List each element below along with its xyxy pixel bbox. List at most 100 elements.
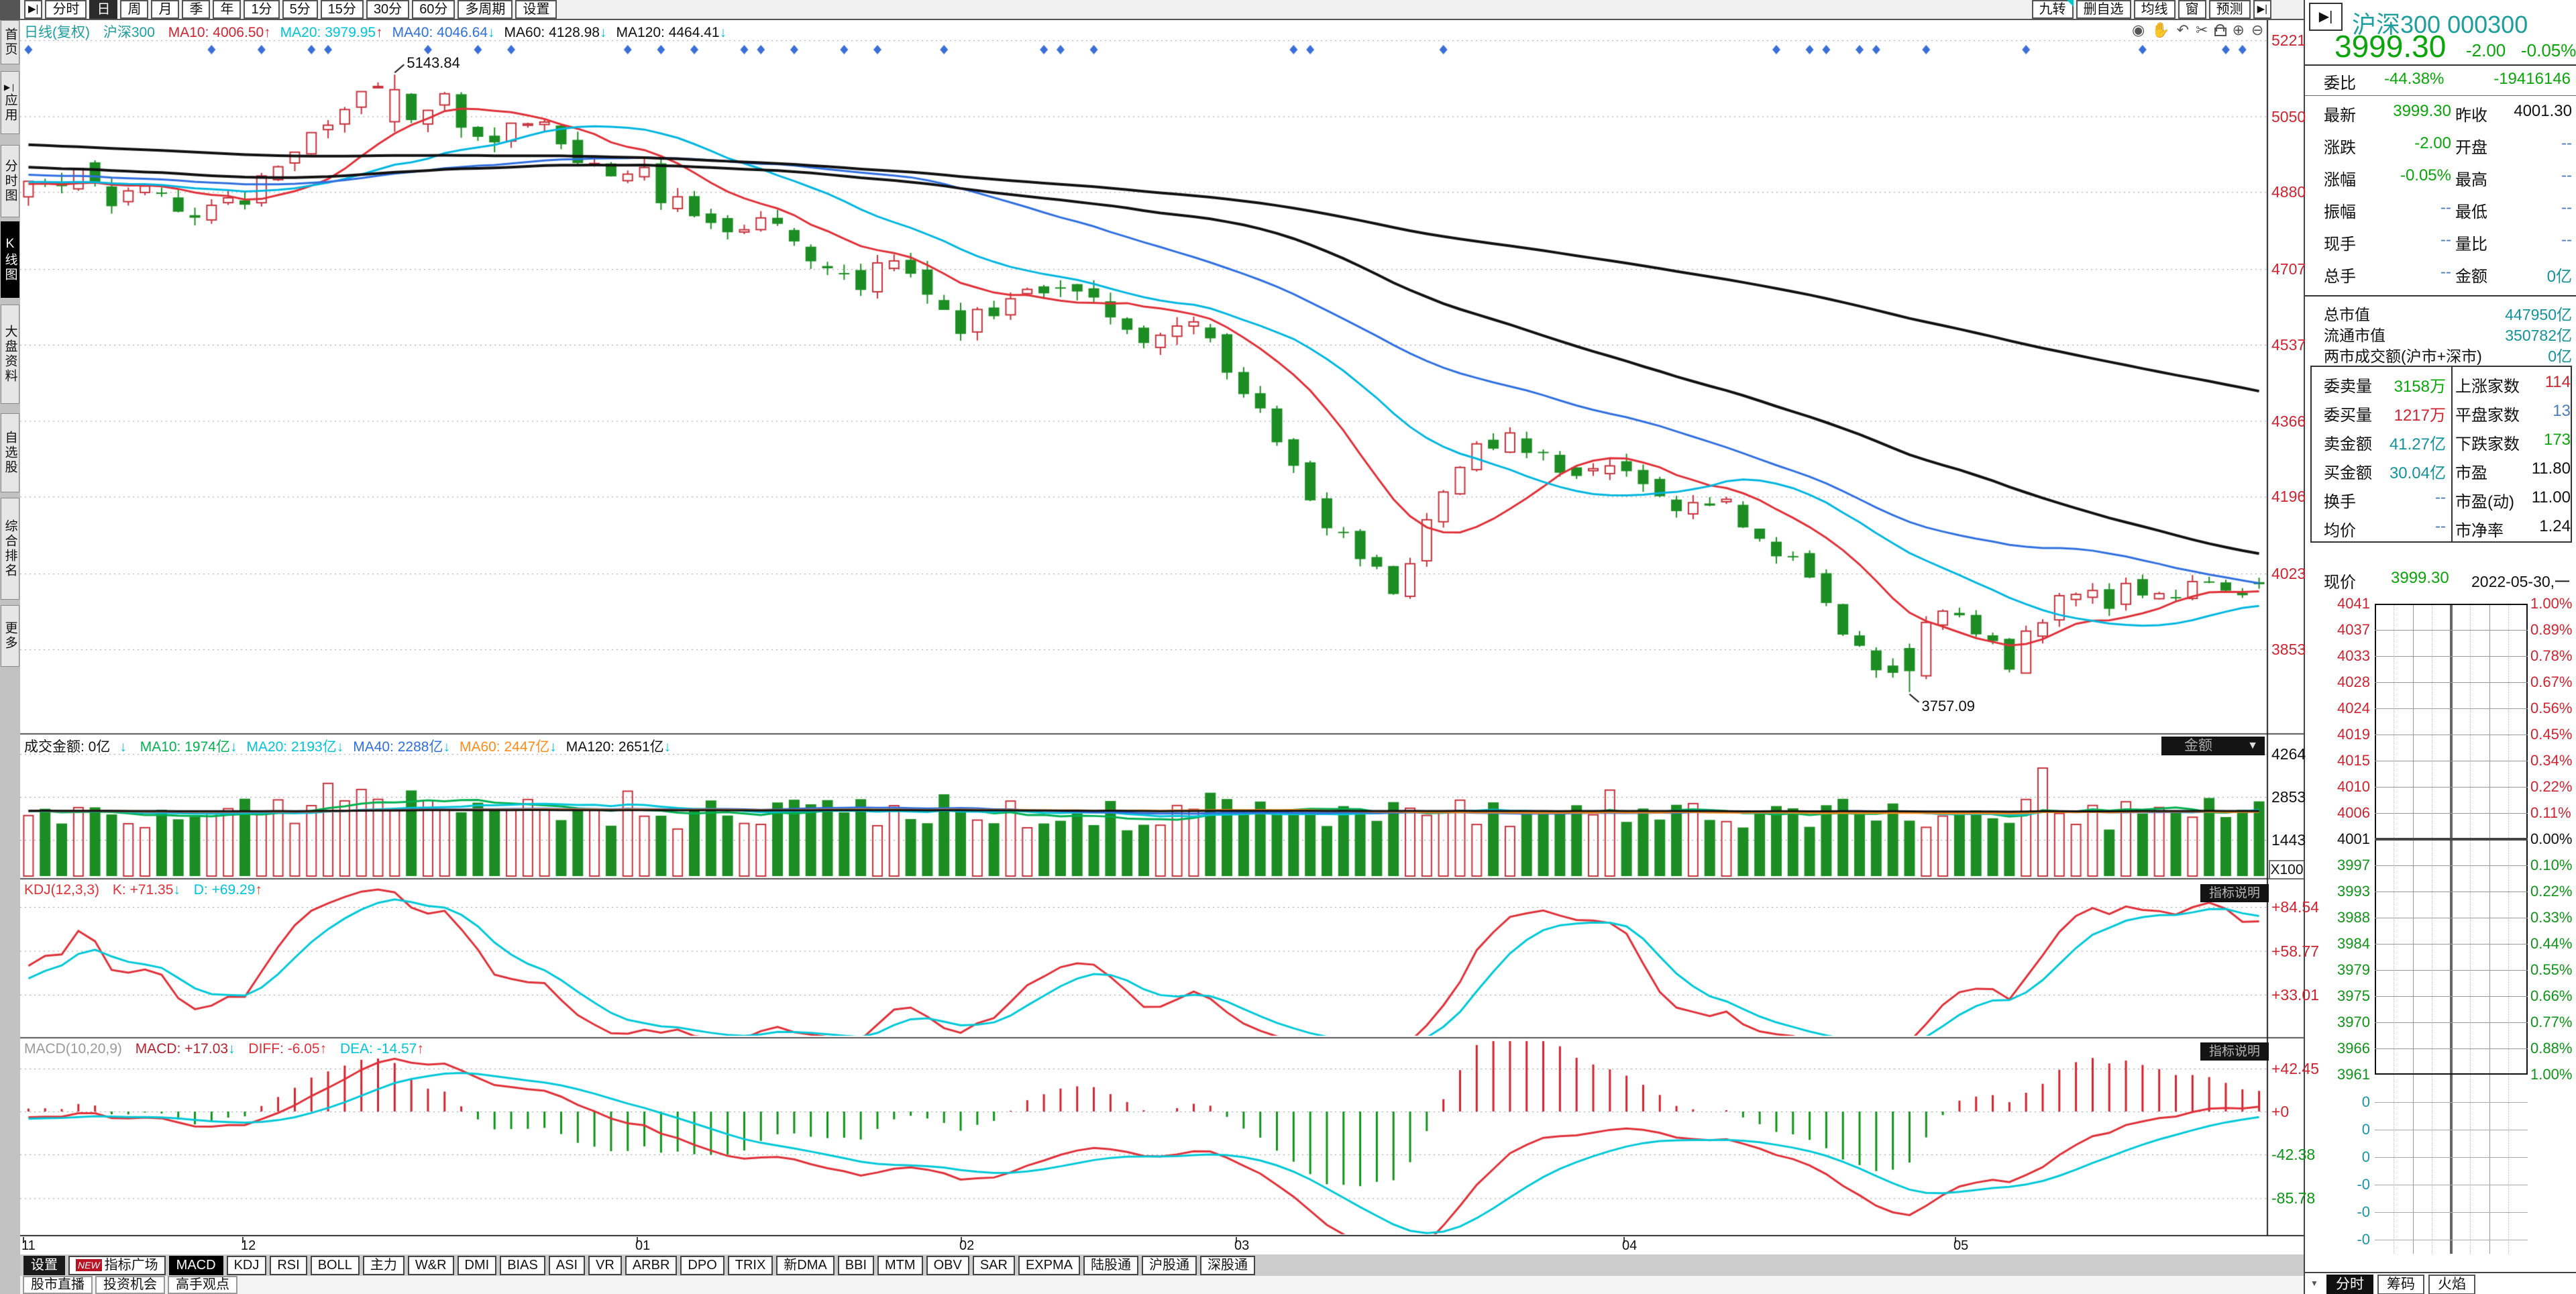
period-button-年[interactable]: 年: [213, 0, 241, 19]
period-button-分时[interactable]: 分时: [45, 0, 87, 19]
eye-icon[interactable]: ◉: [2132, 21, 2145, 38]
quote-tab-筹码[interactable]: 筹码: [2377, 1275, 2424, 1294]
sidebar-item-分时图[interactable]: 分时图: [1, 145, 19, 217]
quote-label: 均价: [2324, 522, 2356, 540]
ladder-percent: 0.11%: [2530, 804, 2571, 821]
period-button-季[interactable]: 季: [182, 0, 211, 19]
unlock-icon[interactable]: [2214, 23, 2227, 38]
sidebar-item-首页[interactable]: 首页: [1, 20, 19, 64]
quote-tab-分时[interactable]: 分时: [2326, 1275, 2373, 1294]
period-button-5分[interactable]: 5分: [282, 0, 318, 19]
indicator-tab-OBV[interactable]: OBV: [926, 1255, 969, 1275]
volume-mode-label: 金额: [2184, 738, 2212, 753]
quote-value: 173: [2543, 431, 2571, 449]
indicator-tab-DMI[interactable]: DMI: [457, 1255, 497, 1275]
indicator-tab-label: 陆股通: [1090, 1257, 1131, 1273]
period-button-1分[interactable]: 1分: [244, 0, 280, 19]
indicator-tab-VR[interactable]: VR: [588, 1255, 622, 1275]
ladder-price: 3993: [2337, 883, 2370, 900]
indicator-tab-深股通[interactable]: 深股通: [1199, 1255, 1255, 1275]
period-button-15分[interactable]: 15分: [320, 0, 364, 19]
sidebar-item-大盘资料[interactable]: 大盘资料: [1, 305, 19, 404]
indicator-tab-TRIX[interactable]: TRIX: [727, 1255, 773, 1275]
period-button-60分[interactable]: 60分: [412, 0, 455, 19]
indicator-tab-SAR[interactable]: SAR: [972, 1255, 1015, 1275]
collapse-quote-panel-icon[interactable]: ▶|: [2309, 3, 2343, 31]
bottom-link-高手观点[interactable]: 高手观点: [168, 1276, 237, 1294]
ladder-volume-label: -0: [2357, 1231, 2370, 1248]
quote-label: 总手: [2324, 268, 2356, 286]
macd-title: MACD(10,20,9): [24, 1041, 122, 1057]
jump-start-icon[interactable]: ▶|: [24, 0, 43, 19]
indicator-tab-DPO[interactable]: DPO: [680, 1255, 724, 1275]
indicator-tab-指标广场[interactable]: NEW 指标广场: [68, 1255, 166, 1275]
indicator-tab-label: TRIX: [735, 1257, 766, 1273]
sidebar-item-label: 自选股: [3, 431, 17, 475]
indicator-tab-主力[interactable]: 主力: [362, 1255, 405, 1275]
indicator-tab-ARBR[interactable]: ARBR: [625, 1255, 678, 1275]
ladder-volume-label: 0: [2361, 1121, 2370, 1138]
period-button-30分[interactable]: 30分: [366, 0, 410, 19]
quote-label: 卖金额: [2324, 435, 2372, 453]
indicator-tab-MTM[interactable]: MTM: [877, 1255, 923, 1275]
sidebar-item-K线图[interactable]: K线图: [1, 221, 19, 298]
zoom-out-icon[interactable]: ⊖: [2251, 21, 2264, 38]
sidebar-item-更多[interactable]: 更多: [1, 605, 19, 667]
pan-hand-icon[interactable]: ✋: [2151, 21, 2170, 38]
toolbar-button-均线[interactable]: 均线: [2133, 0, 2176, 19]
indicator-tab-KDJ[interactable]: KDJ: [226, 1255, 267, 1275]
kdj-indicator-help-badge[interactable]: 指标说明: [2200, 884, 2269, 902]
period-button-月[interactable]: 月: [151, 0, 180, 19]
ladder-row-line: [2375, 1022, 2528, 1023]
indicator-tab-label: VR: [596, 1257, 614, 1273]
quote-label: 涨跌: [2324, 139, 2356, 157]
ladder-row-line: [2375, 656, 2528, 657]
quote-label: 两市成交额(沪市+深市): [2324, 347, 2482, 365]
sidebar-item-应用[interactable]: ▶| 应用: [1, 71, 19, 134]
ma-value-2: MA40: 4046.64: [392, 25, 488, 40]
toolbar-button-窗[interactable]: 窗: [2178, 0, 2206, 19]
period-button-多周期[interactable]: 多周期: [458, 0, 513, 19]
down-arrow-icon: ↓: [599, 25, 607, 40]
sidebar-item-自选股[interactable]: 自选股: [1, 413, 19, 492]
ladder-row-line: [2375, 970, 2528, 971]
quote-value: 30.04亿: [2389, 464, 2446, 482]
scissors-icon[interactable]: ✂: [2196, 21, 2208, 38]
weibi-label: 委比: [2324, 74, 2356, 93]
bottom-link-投资机会[interactable]: 投资机会: [95, 1276, 165, 1294]
toolbar-button-预测[interactable]: 预测: [2208, 0, 2251, 19]
zoom-in-icon[interactable]: ⊕: [2232, 21, 2245, 38]
indicator-tab-EXPMA[interactable]: EXPMA: [1018, 1255, 1080, 1275]
corner-cell: [0, 0, 21, 20]
indicator-tab-BBI[interactable]: BBI: [837, 1255, 875, 1275]
toolbar-button-删自选[interactable]: 删自选: [2076, 0, 2131, 19]
candlestick-chart-canvas[interactable]: [20, 20, 2304, 1236]
indicator-tab-W&R[interactable]: W&R: [407, 1255, 454, 1275]
volume-mode-dropdown[interactable]: 金额 ▼: [2161, 737, 2265, 755]
quote-tab-火焰[interactable]: 火焰: [2428, 1275, 2475, 1294]
ladder-percent: 0.44%: [2530, 935, 2573, 952]
macd-indicator-help-badge[interactable]: 指标说明: [2200, 1042, 2269, 1061]
indicator-tab-设置[interactable]: 设置: [23, 1255, 65, 1275]
period-button-日[interactable]: 日: [89, 0, 118, 19]
ladder-row-line: [2375, 708, 2528, 709]
period-button-周[interactable]: 周: [120, 0, 149, 19]
toolbar-button-九转[interactable]: 九转: [2031, 0, 2074, 19]
indicator-tab-沪股通[interactable]: 沪股通: [1141, 1255, 1197, 1275]
indicator-tab-新DMA[interactable]: 新DMA: [776, 1255, 835, 1275]
indicator-tab-BOLL[interactable]: BOLL: [310, 1255, 360, 1275]
collapse-icon[interactable]: ▼: [2310, 1279, 2318, 1288]
indicator-tab-RSI[interactable]: RSI: [270, 1255, 307, 1275]
undo-icon[interactable]: ↶: [2176, 21, 2190, 38]
period-button-设置[interactable]: 设置: [515, 0, 557, 19]
indicator-tab-ASI[interactable]: ASI: [548, 1255, 586, 1275]
bottom-link-股市直播[interactable]: 股市直播: [23, 1276, 93, 1294]
collapse-right-icon[interactable]: ▶|: [2253, 0, 2271, 19]
ladder-row-line: [2375, 1212, 2528, 1213]
indicator-tab-BIAS[interactable]: BIAS: [500, 1255, 545, 1275]
month-label-11: 11: [21, 1238, 36, 1253]
sidebar-item-综合排名[interactable]: 综合排名: [1, 498, 19, 600]
ladder-percent: 1.00%: [2530, 595, 2573, 612]
indicator-tab-陆股通[interactable]: 陆股通: [1083, 1255, 1138, 1275]
indicator-tab-MACD[interactable]: MACD: [168, 1255, 223, 1275]
